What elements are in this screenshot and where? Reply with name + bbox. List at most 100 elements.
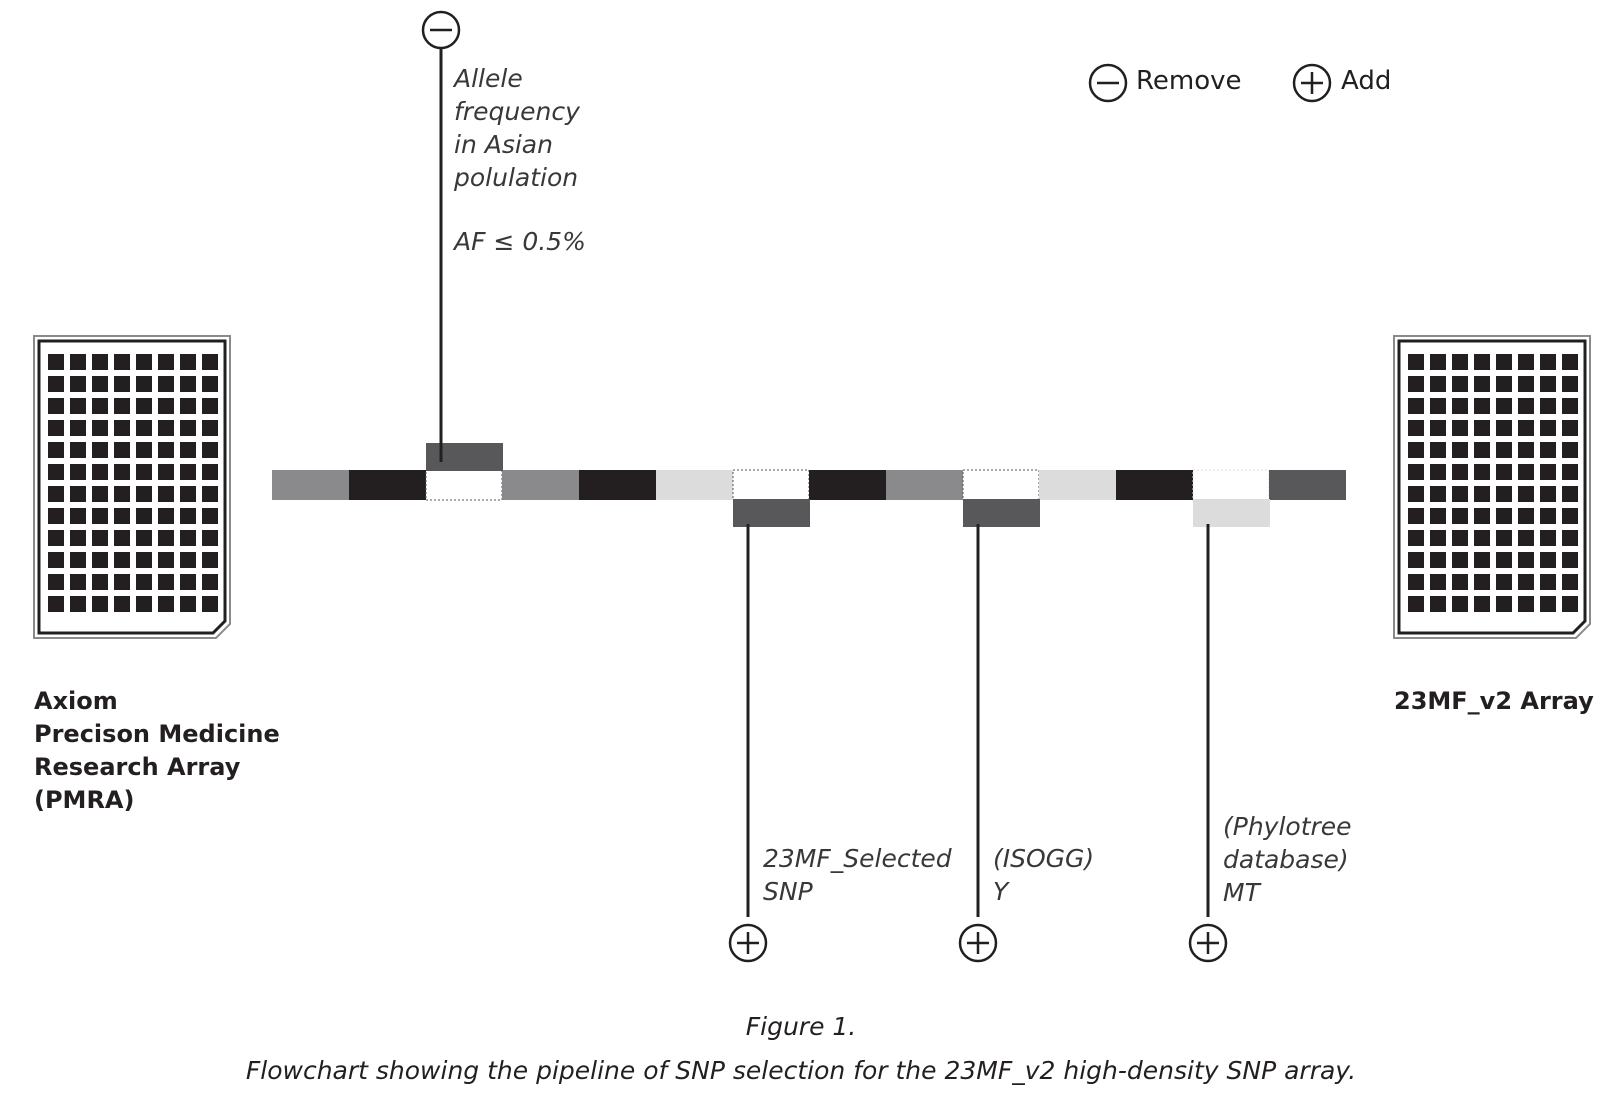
chip-cell: [1518, 530, 1534, 546]
chip-cell: [136, 464, 152, 480]
add-step-label: (ISOGG) Y: [993, 844, 1095, 906]
chip-cell: [1452, 376, 1468, 392]
chip-cell: [1540, 354, 1556, 370]
chip-cell: [1496, 442, 1512, 458]
chip-cell: [158, 486, 174, 502]
chip-cell: [1518, 486, 1534, 502]
chip-cell: [1430, 354, 1446, 370]
chip-cell: [1452, 552, 1468, 568]
chip-cell: [158, 442, 174, 458]
chip-cell: [1430, 464, 1446, 480]
chip-cell: [158, 508, 174, 524]
chip-cell: [1430, 552, 1446, 568]
chip-cell: [136, 420, 152, 436]
chip-cell: [114, 442, 130, 458]
snp-block: [579, 470, 656, 500]
chip-cell: [202, 508, 218, 524]
chip-cell: [1540, 508, 1556, 524]
chip-cell: [1452, 486, 1468, 502]
chip-cell: [92, 420, 108, 436]
chip-cell: [158, 354, 174, 370]
chip-cell: [1474, 530, 1490, 546]
chip-cell: [1452, 398, 1468, 414]
chip-cell: [1452, 420, 1468, 436]
chip-cell: [1408, 508, 1424, 524]
chip-cell: [1408, 464, 1424, 480]
chip-cell: [1562, 508, 1578, 524]
chip-cell: [1496, 552, 1512, 568]
legend-add-icon: [1292, 63, 1332, 103]
chip-cell: [1474, 464, 1490, 480]
target-array-name: 23MF_v2 Array: [1394, 687, 1594, 715]
chip-cell: [1430, 420, 1446, 436]
chip-cell: [1474, 398, 1490, 414]
chip-cell: [1474, 442, 1490, 458]
chip-cell: [114, 398, 130, 414]
chip-cell: [1518, 376, 1534, 392]
chip-cell: [70, 398, 86, 414]
chip-cell: [92, 552, 108, 568]
chip-cell: [136, 552, 152, 568]
chip-cell: [158, 464, 174, 480]
chip-cell: [48, 486, 64, 502]
chip-cell: [1408, 596, 1424, 612]
chip-cell: [158, 420, 174, 436]
added-snp-block: [1193, 499, 1270, 527]
chip-cell: [202, 398, 218, 414]
chip-cell: [180, 464, 196, 480]
chip-cell: [1562, 530, 1578, 546]
snp-block-added-slot: [1192, 469, 1270, 501]
chip-cell: [1408, 442, 1424, 458]
chip-cell: [1430, 442, 1446, 458]
snp-block: [502, 470, 579, 500]
chip-cell: [114, 354, 130, 370]
chip-cell: [1518, 552, 1534, 568]
chip-cell: [136, 574, 152, 590]
chip-cell: [70, 486, 86, 502]
chip-cell: [136, 376, 152, 392]
chip-cell: [1562, 376, 1578, 392]
legend-add-label: Add: [1341, 66, 1392, 96]
chip-cell: [202, 596, 218, 612]
chip-cell: [1452, 354, 1468, 370]
chip-cell: [114, 596, 130, 612]
chip-cell: [1496, 574, 1512, 590]
chip-cell: [180, 508, 196, 524]
chip-cell: [114, 530, 130, 546]
chip-cell: [1496, 508, 1512, 524]
chip-cell: [1540, 530, 1556, 546]
chip-cell: [1518, 354, 1534, 370]
chip-cell: [1562, 486, 1578, 502]
chip-cell: [202, 486, 218, 502]
chip-cell: [1474, 376, 1490, 392]
minus-circle-icon: [421, 10, 461, 50]
chip-cell: [92, 464, 108, 480]
chip-cell: [1496, 376, 1512, 392]
chip-cell: [1518, 420, 1534, 436]
chip-cell: [48, 398, 64, 414]
chip-cell: [1540, 574, 1556, 590]
chip-cell: [1474, 486, 1490, 502]
remove-step-label: Allele frequency in Asian polulation: [454, 64, 580, 192]
chip-cell: [92, 442, 108, 458]
chip-cell: [1562, 552, 1578, 568]
chip-cell: [70, 420, 86, 436]
chip-cell: [48, 464, 64, 480]
chip-cell: [180, 574, 196, 590]
chip-cell: [180, 354, 196, 370]
chip-cell: [1496, 398, 1512, 414]
chip-cell: [1408, 354, 1424, 370]
chip-cell: [1430, 508, 1446, 524]
added-snp-block: [733, 499, 810, 527]
chip-cell: [1408, 486, 1424, 502]
snp-block: [1116, 470, 1193, 500]
chip-cell: [1430, 596, 1446, 612]
removed-snp-block: [426, 443, 503, 471]
chip-cell: [1562, 420, 1578, 436]
chip-cell: [92, 398, 108, 414]
chip-cell: [202, 442, 218, 458]
chip-cell: [1496, 354, 1512, 370]
chip-cell: [1496, 464, 1512, 480]
chip-cell: [1474, 574, 1490, 590]
chip-cell: [1496, 486, 1512, 502]
